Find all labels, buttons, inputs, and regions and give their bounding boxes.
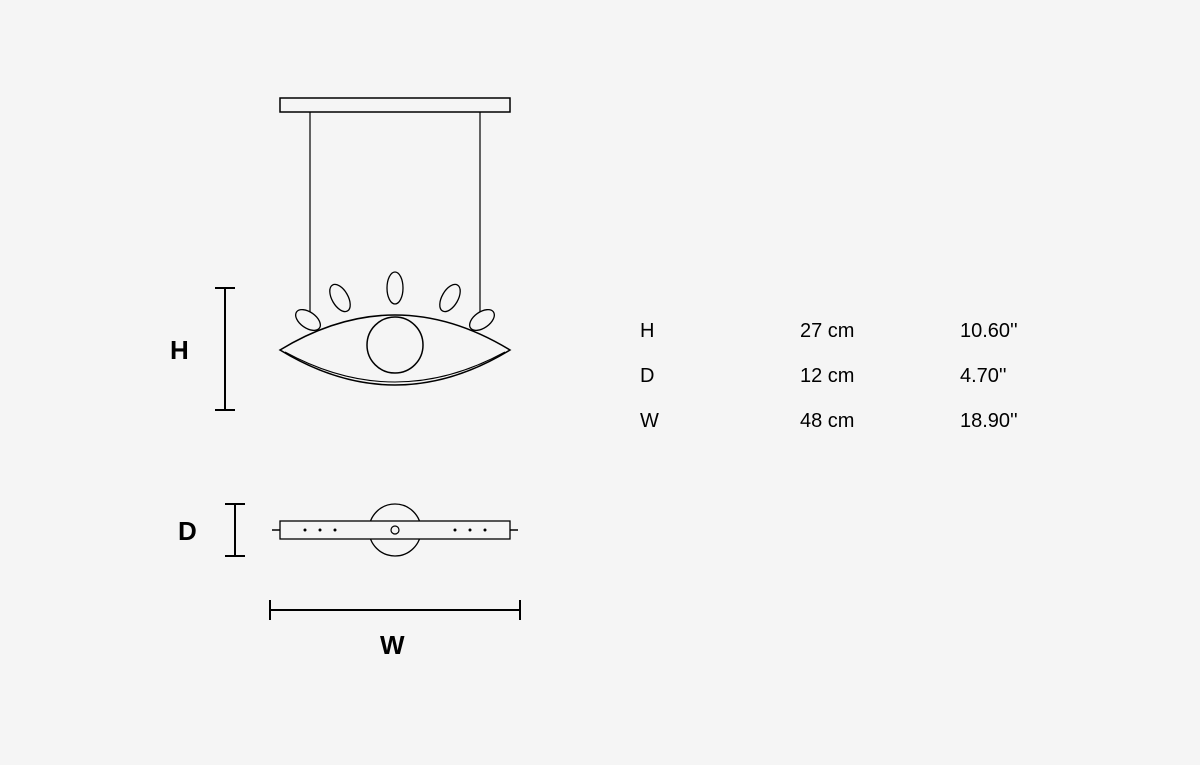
diagram-area: H D W [150,80,550,680]
dim-cm: 12 cm [800,365,960,388]
dot [319,529,322,532]
lash-2 [326,281,355,315]
dim-in: 10.60'' [960,320,1080,343]
dim-row-d: D 12 cm 4.70'' [640,365,1080,388]
dim-label: D [640,365,800,388]
label-h: H [170,335,189,366]
dim-row-w: W 48 cm 18.90'' [640,410,1080,433]
dim-row-h: H 27 cm 10.60'' [640,320,1080,343]
dot [334,529,337,532]
label-w: W [380,630,405,661]
dot [454,529,457,532]
dim-in: 4.70'' [960,365,1080,388]
lash-4 [436,281,465,315]
lash-3 [387,272,403,304]
dim-cm: 27 cm [800,320,960,343]
label-d: D [178,516,197,547]
dim-label: H [640,320,800,343]
ceiling-plate [280,98,510,112]
dot [469,529,472,532]
dim-in: 18.90'' [960,410,1080,433]
dot [304,529,307,532]
dot [484,529,487,532]
dimensions-table: H 27 cm 10.60'' D 12 cm 4.70'' W 48 cm 1… [640,320,1080,455]
dim-label: W [640,410,800,433]
top-bar [280,521,510,539]
dimension-diagram [150,80,550,700]
container: H D W H 27 cm 10.60'' D 12 cm 4.70'' W 4… [0,0,1200,765]
eye-pupil [367,317,423,373]
dim-cm: 48 cm [800,410,960,433]
